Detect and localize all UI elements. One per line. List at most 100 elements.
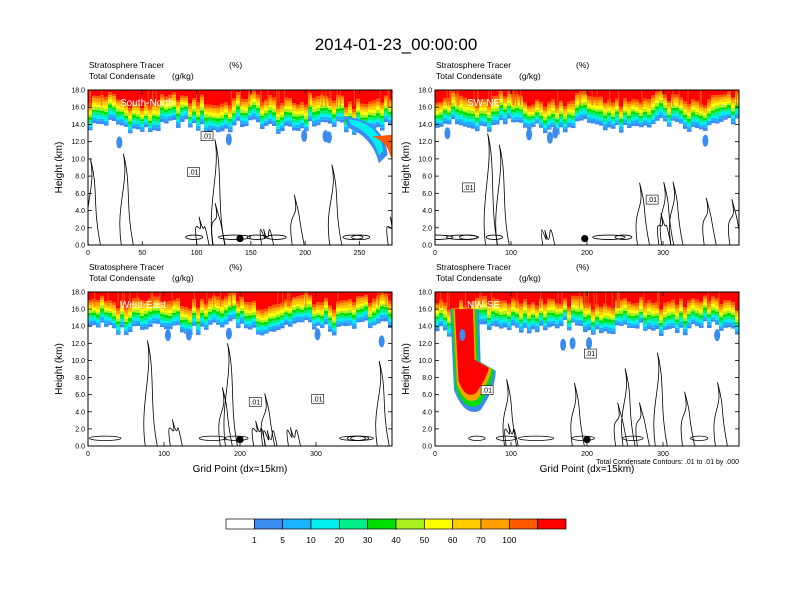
colorbar-box — [253, 518, 284, 530]
header-tracer-name: Stratosphere Tracer — [436, 60, 511, 70]
x-tick-label: 200 — [581, 451, 593, 458]
panel-2: .01 .01 SW-NE Stratosphere Tracer (%) Total C… — [401, 60, 740, 257]
colorbar-label: 1 — [252, 535, 257, 545]
x-tick-label: 200 — [299, 250, 311, 257]
figure-title: 2014-01-23_00:00:00 — [315, 35, 478, 54]
y-tick-label: 4.0 — [75, 208, 85, 215]
y-tick-label: 2.0 — [75, 225, 85, 232]
x-tick-label: 100 — [158, 451, 170, 458]
y-axis-label: Height (km) — [401, 343, 412, 395]
x-tick-label: 50 — [138, 250, 146, 257]
panels: .01 .01 South-North Stratosphere Tracer (%) T… — [54, 60, 740, 475]
colorbar-label: 40 — [391, 535, 401, 545]
x-tick-label: 100 — [191, 250, 203, 257]
y-tick-label: 18.0 — [71, 290, 85, 297]
colorbar-box — [225, 518, 255, 530]
station-marker — [581, 234, 589, 243]
x-tick-label: 300 — [310, 451, 322, 458]
tracer-field: .01 .01 — [88, 90, 392, 245]
contour-label: .01 — [585, 351, 595, 358]
y-tick-label: 18.0 — [418, 290, 432, 297]
y-tick-label: 12.0 — [418, 139, 432, 146]
colorbar-box — [338, 518, 369, 530]
header-tracer-name: Stratosphere Tracer — [436, 262, 511, 272]
y-tick-label: 12.0 — [71, 341, 85, 348]
panel-title: South-North — [120, 98, 174, 109]
colorbar-label: 50 — [420, 535, 430, 545]
header-condensate-name: Total Condensate — [436, 71, 502, 81]
condensate-contours — [88, 340, 390, 446]
header-condensate-unit: (g/kg) — [172, 71, 194, 81]
y-tick-label: 12.0 — [418, 341, 432, 348]
contour-label: .01 — [189, 170, 199, 177]
colorbar-label: 5 — [280, 535, 285, 545]
colorbar-box — [310, 518, 340, 530]
colorbar-box — [508, 518, 539, 530]
header-condensate-unit: (g/kg) — [172, 273, 194, 283]
header-condensate-unit: (g/kg) — [519, 273, 541, 283]
y-tick-label: 0.0 — [75, 444, 85, 451]
y-tick-label: 10.0 — [418, 358, 432, 365]
x-tick-label: 300 — [657, 451, 669, 458]
colorbar-label: 20 — [335, 535, 345, 545]
y-tick-label: 0.0 — [422, 444, 432, 451]
colorbar-label: 100 — [502, 535, 516, 545]
y-tick-label: 14.0 — [418, 122, 432, 129]
tracer-field: .01 .01 — [435, 292, 739, 446]
x-tick-label: 0 — [86, 250, 90, 257]
condensate-contours — [435, 133, 739, 245]
y-tick-label: 8.0 — [75, 375, 85, 382]
plot-frame — [87, 89, 393, 246]
y-tick-label: 10.0 — [71, 156, 85, 163]
colorbar-label: 30 — [363, 535, 373, 545]
station-marker — [236, 234, 244, 243]
colorbar-box — [423, 518, 454, 530]
station-marker — [583, 435, 591, 444]
x-tick-label: 300 — [657, 250, 669, 257]
y-tick-label: 18.0 — [418, 88, 432, 95]
colorbar-box — [395, 518, 425, 530]
contour-label: .01 — [647, 197, 657, 204]
colorbar-box — [367, 518, 397, 530]
y-tick-label: 10.0 — [71, 358, 85, 365]
panel-4: .01 .01 NW-SE Stratosphere Tracer (%) Total C… — [401, 262, 740, 475]
panel-1: .01 .01 South-North Stratosphere Tracer (%) T… — [54, 60, 393, 257]
colorbar-label: 60 — [448, 535, 458, 545]
y-tick-label: 8.0 — [422, 375, 432, 382]
y-tick-label: 16.0 — [71, 307, 85, 314]
y-axis-label: Height (km) — [54, 343, 65, 395]
colorbar-box — [480, 518, 510, 530]
colorbar-box — [282, 518, 312, 530]
x-axis-label: Grid Point (dx=15km) — [540, 464, 635, 475]
y-tick-label: 4.0 — [422, 208, 432, 215]
y-tick-label: 4.0 — [75, 409, 85, 416]
x-tick-label: 200 — [234, 451, 246, 458]
y-axis-label: Height (km) — [54, 142, 65, 194]
y-tick-label: 0.0 — [422, 243, 432, 250]
y-tick-label: 0.0 — [75, 243, 85, 250]
colorbar-box — [537, 518, 567, 530]
header-tracer-unit: (%) — [576, 262, 589, 272]
panel-title: West-East — [120, 300, 166, 311]
x-tick-label: 100 — [505, 451, 517, 458]
y-tick-label: 12.0 — [71, 139, 85, 146]
y-tick-label: 16.0 — [418, 105, 432, 112]
header-tracer-unit: (%) — [229, 262, 242, 272]
y-tick-label: 14.0 — [418, 324, 432, 331]
header-tracer-unit: (%) — [229, 60, 242, 70]
panel-title: SW-NE — [467, 98, 500, 109]
header-condensate-unit: (g/kg) — [519, 71, 541, 81]
header-condensate-name: Total Condensate — [89, 71, 155, 81]
contour-label: .01 — [250, 399, 260, 406]
header-tracer-name: Stratosphere Tracer — [89, 262, 164, 272]
x-tick-label: 0 — [433, 451, 437, 458]
contour-label: .01 — [313, 396, 323, 403]
y-tick-label: 2.0 — [75, 426, 85, 433]
panel-title: NW-SE — [467, 300, 500, 311]
y-axis-label: Height (km) — [401, 142, 412, 194]
y-tick-label: 6.0 — [75, 392, 85, 399]
x-tick-label: 150 — [245, 250, 257, 257]
x-tick-label: 0 — [433, 250, 437, 257]
y-tick-label: 16.0 — [418, 307, 432, 314]
colorbar: 1 5 10 20 30 40 50 60 70 100 — [225, 518, 567, 545]
